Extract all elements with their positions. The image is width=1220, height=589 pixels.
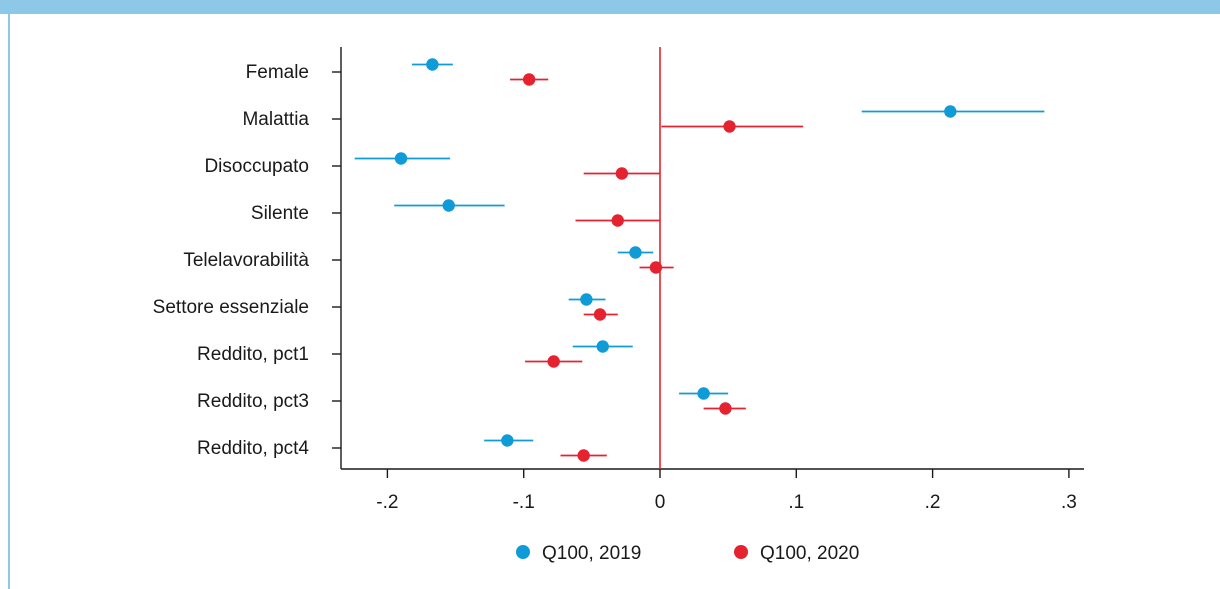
point-estimate (522, 73, 536, 86)
x-tick-label: -.1 (513, 492, 535, 513)
y-tick-label: Reddito, pct4 (197, 438, 309, 459)
point-estimate (596, 340, 609, 353)
legend-label: Q100, 2019 (542, 543, 641, 564)
point-estimate (593, 308, 607, 321)
point-estimate (723, 120, 736, 133)
point-estimate (719, 402, 732, 415)
point-estimate (697, 387, 710, 400)
point-estimate (629, 246, 642, 259)
point-estimate (394, 152, 408, 165)
y-tick-label: Reddito, pct3 (197, 391, 309, 412)
x-tick-label: .1 (788, 492, 804, 513)
y-tick-label: Silente (251, 203, 309, 224)
x-tick-label: -.2 (376, 492, 398, 513)
point-estimate (442, 199, 455, 212)
point-estimate (649, 261, 663, 274)
header-band (0, 0, 1220, 14)
point-estimate (426, 58, 439, 71)
y-tick-label: Reddito, pct1 (197, 344, 309, 365)
left-border-rule (8, 14, 10, 589)
point-estimate (501, 434, 514, 447)
legend-marker (734, 545, 748, 559)
y-tick-label: Telelavorabilità (183, 250, 309, 271)
y-tick-label: Settore essenziale (153, 297, 309, 318)
point-estimate (577, 449, 590, 462)
legend-marker (516, 545, 530, 559)
x-tick-label: .2 (925, 492, 941, 513)
point-estimate (611, 214, 624, 227)
x-tick-label: .3 (1061, 492, 1077, 513)
point-estimate (615, 167, 629, 180)
point-estimate (547, 355, 560, 368)
point-estimate (580, 293, 593, 306)
y-tick-label: Disoccupato (204, 156, 309, 177)
point-estimate (944, 105, 957, 118)
y-tick-label: Female (246, 62, 309, 83)
legend-label: Q100, 2020 (760, 543, 859, 564)
y-tick-label: Malattia (242, 109, 309, 130)
x-tick-label: 0 (655, 492, 666, 513)
